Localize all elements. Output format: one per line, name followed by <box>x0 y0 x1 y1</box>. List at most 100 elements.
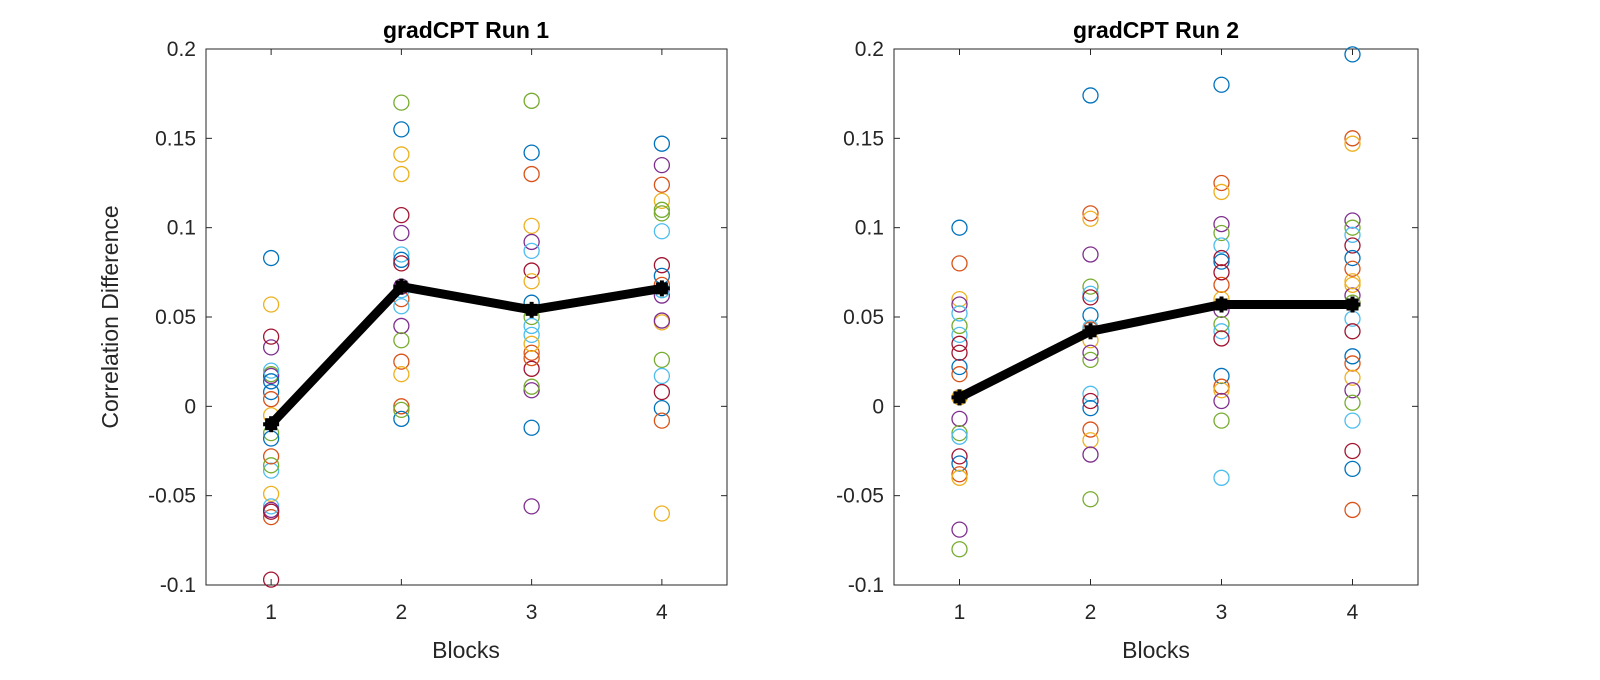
data-point <box>1213 367 1230 385</box>
data-point <box>951 326 968 344</box>
data-point <box>653 223 671 240</box>
data-point <box>1344 260 1361 277</box>
data-point <box>1082 87 1099 104</box>
data-point <box>653 192 671 210</box>
data-point <box>1213 378 1230 395</box>
x-tick-label: 3 <box>526 601 538 624</box>
data-point <box>262 503 280 520</box>
data-point <box>1213 330 1230 347</box>
data-point <box>1344 212 1361 229</box>
data-point <box>1213 237 1230 254</box>
x-tick-label: 4 <box>1347 601 1359 624</box>
data-point <box>262 485 280 503</box>
data-point <box>951 448 968 465</box>
data-point <box>262 367 280 385</box>
data-point <box>393 410 410 427</box>
y-tick-label: 0.15 <box>155 127 196 150</box>
data-point <box>1344 273 1361 290</box>
data-point <box>951 255 968 272</box>
data-point <box>523 498 540 515</box>
data-point <box>1344 501 1361 519</box>
data-point <box>1082 385 1099 402</box>
data-point <box>393 251 410 268</box>
data-point <box>262 249 280 267</box>
data-point <box>523 273 540 290</box>
data-point <box>1213 392 1230 410</box>
data-point <box>1213 264 1230 281</box>
data-point <box>951 290 968 308</box>
data-point <box>262 383 280 401</box>
data-point <box>393 298 410 315</box>
data-point <box>653 505 671 522</box>
data-point <box>393 353 410 370</box>
data-point <box>523 242 540 260</box>
data-point <box>262 391 280 408</box>
data-point <box>523 165 540 183</box>
data-point <box>653 383 671 401</box>
data-point <box>262 462 280 479</box>
data-point <box>523 326 540 344</box>
axis-ticks: -0.1 -0.05 0 0.05 0.1 0.15 0.2 1 2 3 4 <box>148 38 727 624</box>
x-tick-label: 2 <box>396 601 408 624</box>
data-point <box>523 233 540 251</box>
data-point <box>951 296 968 313</box>
data-point <box>1344 394 1361 411</box>
data-point <box>951 219 968 236</box>
data-point <box>1082 491 1099 508</box>
data-point <box>951 366 968 383</box>
data-point <box>951 469 968 486</box>
data-point <box>523 419 540 436</box>
data-point <box>951 455 968 472</box>
y-tick-label: 0 <box>872 395 884 418</box>
data-point <box>262 457 280 474</box>
data-point <box>523 335 540 352</box>
data-point <box>951 335 968 352</box>
data-point <box>523 92 540 109</box>
data-point <box>523 360 540 377</box>
data-point <box>1213 249 1230 267</box>
data-point <box>393 207 410 224</box>
data-point <box>951 317 968 335</box>
data-point <box>1213 276 1230 293</box>
data-point <box>1344 226 1361 243</box>
x-axis-label: Blocks <box>1122 637 1190 663</box>
y-tick-label: 0.2 <box>167 38 196 61</box>
data-point <box>1344 249 1361 267</box>
data-point <box>653 257 671 274</box>
data-point <box>262 339 280 356</box>
data-point <box>1213 76 1230 93</box>
data-point <box>393 165 410 183</box>
data-point <box>951 305 968 322</box>
data-point <box>262 373 280 390</box>
data-point <box>1213 323 1230 340</box>
data-point <box>393 332 410 349</box>
data-point <box>1344 369 1361 386</box>
data-point <box>262 508 280 526</box>
data-point <box>951 466 968 483</box>
data-point <box>653 176 671 193</box>
data-point <box>393 224 410 242</box>
data-point <box>951 521 968 538</box>
data-point <box>1344 46 1361 63</box>
data-point <box>393 255 410 272</box>
data-point <box>523 349 540 367</box>
data-point <box>523 317 540 335</box>
data-point <box>1213 253 1230 270</box>
data-point <box>1344 348 1361 365</box>
data-point <box>653 399 671 417</box>
data-point <box>523 217 540 235</box>
data-point <box>653 367 671 385</box>
data-point <box>951 358 968 376</box>
y-tick-label: 0.05 <box>843 306 884 329</box>
axis-ticks: -0.1 -0.05 0 0.05 0.1 0.15 0.2 1 2 3 4 <box>836 38 1418 624</box>
y-tick-label: 0.05 <box>155 306 196 329</box>
data-point <box>393 401 410 419</box>
data-point <box>1213 215 1230 233</box>
x-tick-label: 4 <box>656 601 668 624</box>
y-tick-label: -0.1 <box>160 574 196 597</box>
data-point <box>1344 355 1361 372</box>
data-point <box>653 205 671 222</box>
data-point <box>951 541 968 558</box>
mean-series <box>263 278 670 433</box>
